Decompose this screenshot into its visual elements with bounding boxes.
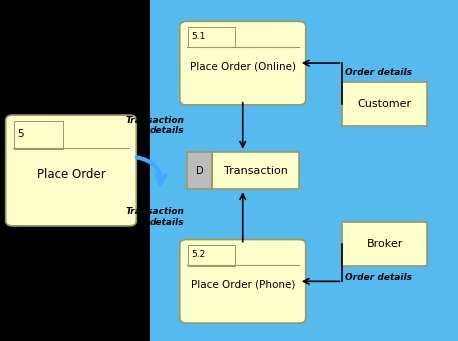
- Bar: [342, 222, 427, 266]
- Text: 5.1: 5.1: [191, 32, 206, 41]
- Bar: [213, 152, 299, 189]
- FancyBboxPatch shape: [5, 115, 136, 226]
- Text: Broker: Broker: [366, 239, 403, 249]
- Text: Place Order (Phone): Place Order (Phone): [191, 279, 295, 290]
- Bar: [187, 152, 213, 189]
- FancyBboxPatch shape: [188, 27, 234, 47]
- Text: Order details: Order details: [344, 68, 412, 77]
- Bar: [150, 0, 458, 341]
- FancyArrowPatch shape: [136, 157, 165, 183]
- Text: Transaction
details: Transaction details: [125, 116, 184, 135]
- Text: Place Order (Online): Place Order (Online): [190, 61, 296, 71]
- Text: 5.2: 5.2: [191, 250, 206, 260]
- Text: D: D: [196, 165, 203, 176]
- Text: 5: 5: [17, 129, 24, 139]
- Text: Transaction: Transaction: [224, 165, 288, 176]
- FancyBboxPatch shape: [14, 121, 63, 149]
- Bar: [342, 82, 427, 126]
- FancyBboxPatch shape: [180, 21, 305, 105]
- FancyBboxPatch shape: [180, 239, 305, 323]
- Text: Order details: Order details: [344, 273, 412, 282]
- Text: Customer: Customer: [358, 99, 412, 109]
- Text: Place Order: Place Order: [37, 168, 105, 181]
- Text: Transaction
details: Transaction details: [125, 207, 184, 227]
- FancyBboxPatch shape: [188, 245, 234, 266]
